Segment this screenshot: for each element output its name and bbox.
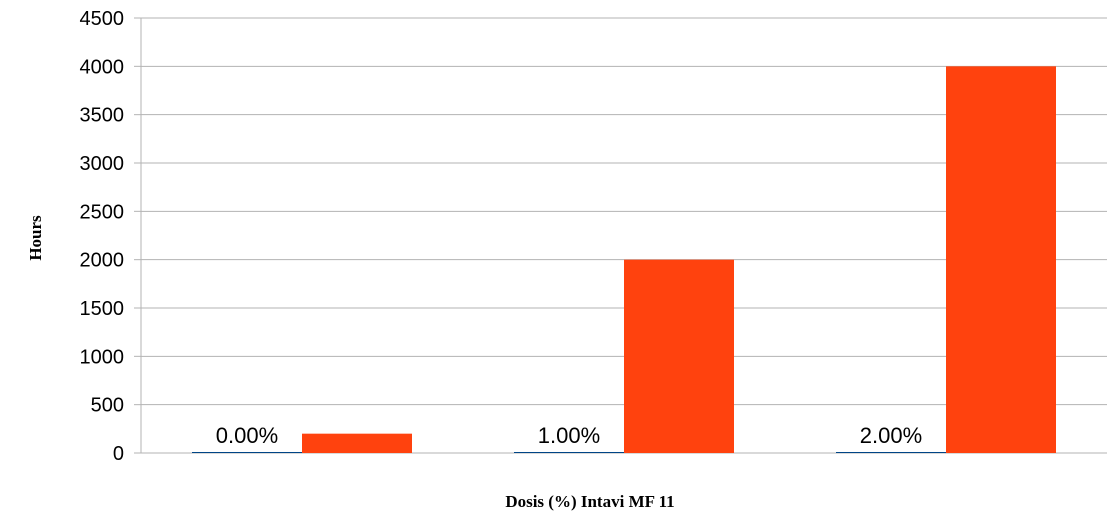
category-label: 1.00% (538, 423, 600, 448)
category-labels: 0.00% 1.00% 2.00% (216, 423, 922, 448)
category-label: 2.00% (860, 423, 922, 448)
y-tick-label: 4000 (80, 56, 125, 78)
y-axis-ticks: 0 500 1000 1500 2000 2500 3000 3500 4000 4500 (80, 8, 125, 465)
bar-series2-2 (624, 259, 734, 453)
category-label: 0.00% (216, 423, 278, 448)
y-tick-label: 1000 (80, 346, 125, 368)
x-axis-title: Dosis (%) Intavi MF 11 (505, 492, 674, 511)
bar-series2-1 (302, 433, 412, 453)
bar-series1-3 (836, 452, 946, 453)
y-tick-label: 4500 (80, 8, 125, 30)
y-tick-label: 3500 (80, 105, 125, 127)
y-tick-label: 2000 (80, 250, 125, 272)
bar-series2-3 (946, 66, 1056, 453)
bar-series1-1 (192, 452, 302, 453)
bars (192, 66, 1056, 453)
y-tick-label: 0 (113, 443, 124, 465)
y-tick-label: 1500 (80, 298, 125, 320)
bar-series1-2 (514, 452, 624, 453)
y-tick-label: 500 (91, 395, 124, 417)
y-tick-label: 3000 (80, 153, 125, 175)
y-axis-title: Hours (26, 215, 45, 261)
y-tick-label: 2500 (80, 201, 125, 223)
